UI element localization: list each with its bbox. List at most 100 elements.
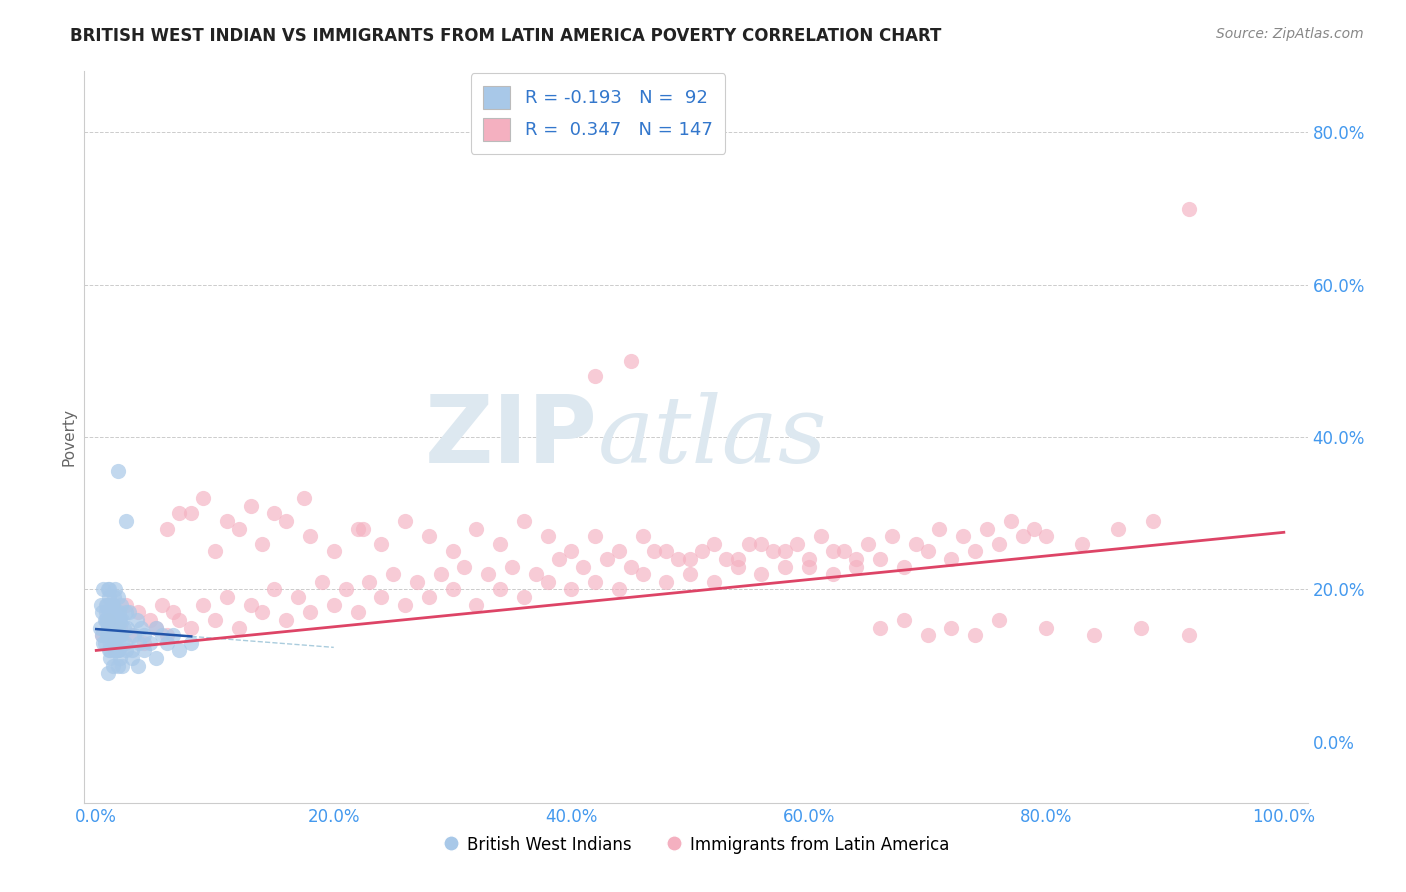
Point	[292, 491, 315, 505]
Point	[127, 658, 149, 673]
Point	[1083, 628, 1105, 642]
Point	[643, 544, 665, 558]
Point	[869, 552, 891, 566]
Point	[263, 582, 285, 597]
Point	[749, 537, 772, 551]
Point	[94, 613, 117, 627]
Point	[100, 598, 122, 612]
Point	[738, 537, 761, 551]
Point	[111, 658, 134, 673]
Point	[524, 567, 547, 582]
Point	[114, 636, 136, 650]
Point	[96, 598, 118, 612]
Point	[108, 651, 131, 665]
Legend: British West Indians, Immigrants from Latin America: British West Indians, Immigrants from La…	[436, 829, 956, 860]
Point	[548, 552, 571, 566]
Point	[110, 628, 132, 642]
Point	[382, 567, 405, 582]
Point	[489, 537, 512, 551]
Point	[108, 621, 131, 635]
Point	[762, 544, 785, 558]
Point	[797, 559, 820, 574]
Text: BRITISH WEST INDIAN VS IMMIGRANTS FROM LATIN AMERICA POVERTY CORRELATION CHART: BRITISH WEST INDIAN VS IMMIGRANTS FROM L…	[70, 27, 942, 45]
Point	[810, 529, 832, 543]
Point	[128, 636, 150, 650]
Point	[1130, 621, 1153, 635]
Point	[105, 605, 128, 619]
Point	[298, 529, 321, 543]
Point	[115, 621, 138, 635]
Point	[215, 514, 238, 528]
Point	[191, 491, 214, 505]
Point	[465, 598, 488, 612]
Point	[845, 559, 868, 574]
Point	[122, 628, 145, 642]
Point	[596, 552, 619, 566]
Point	[513, 590, 536, 604]
Point	[91, 628, 114, 642]
Point	[880, 529, 903, 543]
Point	[703, 537, 725, 551]
Point	[418, 529, 440, 543]
Point	[98, 582, 121, 597]
Point	[169, 506, 191, 520]
Point	[631, 567, 654, 582]
Point	[132, 643, 155, 657]
Point	[239, 598, 262, 612]
Point	[100, 651, 122, 665]
Point	[406, 574, 429, 589]
Point	[108, 613, 131, 627]
Point	[352, 521, 374, 535]
Point	[110, 598, 132, 612]
Point	[607, 582, 630, 597]
Point	[703, 574, 725, 589]
Point	[104, 582, 127, 597]
Point	[98, 643, 121, 657]
Point	[103, 590, 125, 604]
Point	[797, 552, 820, 566]
Point	[501, 559, 523, 574]
Point	[107, 643, 129, 657]
Point	[115, 643, 138, 657]
Point	[1035, 529, 1057, 543]
Point	[94, 605, 117, 619]
Point	[112, 621, 135, 635]
Point	[115, 598, 138, 612]
Point	[679, 567, 702, 582]
Point	[335, 582, 357, 597]
Point	[572, 559, 595, 574]
Point	[666, 552, 689, 566]
Point	[276, 514, 298, 528]
Point	[346, 521, 368, 535]
Point	[108, 628, 131, 642]
Point	[169, 613, 191, 627]
Point	[145, 621, 167, 635]
Point	[1178, 202, 1201, 216]
Point	[162, 605, 184, 619]
Point	[138, 636, 160, 650]
Point	[103, 613, 125, 627]
Point	[869, 621, 891, 635]
Point	[93, 613, 115, 627]
Point	[111, 636, 134, 650]
Point	[169, 643, 191, 657]
Point	[101, 628, 124, 642]
Point	[100, 643, 122, 657]
Text: atlas: atlas	[598, 392, 828, 482]
Point	[821, 567, 844, 582]
Point	[127, 605, 149, 619]
Point	[132, 636, 155, 650]
Point	[583, 529, 606, 543]
Point	[987, 537, 1010, 551]
Point	[987, 613, 1010, 627]
Point	[928, 521, 950, 535]
Point	[104, 621, 127, 635]
Point	[100, 621, 122, 635]
Point	[101, 658, 124, 673]
Point	[263, 506, 285, 520]
Point	[100, 628, 122, 642]
Point	[893, 613, 915, 627]
Point	[298, 605, 321, 619]
Point	[107, 613, 129, 627]
Point	[418, 590, 440, 604]
